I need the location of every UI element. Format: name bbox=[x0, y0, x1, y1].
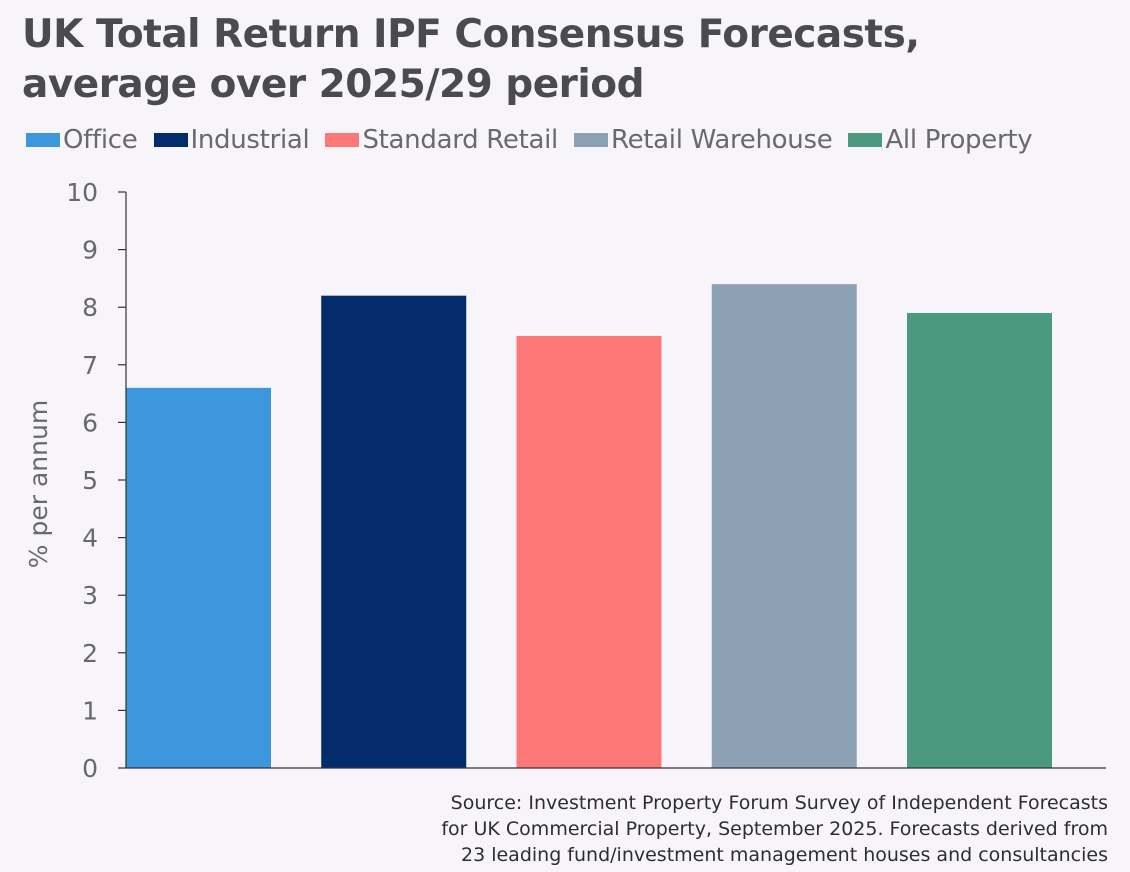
y-tick-label: 1 bbox=[82, 696, 98, 725]
legend-item-standard-retail: Standard Retail bbox=[325, 125, 558, 155]
legend-label: Retail Warehouse bbox=[610, 125, 833, 155]
y-tick-label: 6 bbox=[82, 408, 98, 437]
y-tick-label: 8 bbox=[82, 293, 98, 322]
legend-swatch bbox=[153, 133, 188, 147]
chart-legend: Office Industrial Standard Retail Retail Wa… bbox=[26, 122, 1048, 158]
chart-title: UK Total Return IPF Consensus Forecasts,… bbox=[22, 10, 1112, 110]
bar-chart: 0 1 2 3 4 5 6 7 8 9 10 % per annum bbox=[24, 178, 1106, 783]
legend-item-all-property: All Property bbox=[848, 125, 1033, 155]
y-tick-label: 2 bbox=[82, 639, 98, 668]
y-tick-label: 7 bbox=[82, 351, 98, 380]
source-note-line-3: 23 leading fund/investment management ho… bbox=[461, 844, 1108, 866]
y-tick-label: 10 bbox=[66, 178, 98, 207]
y-tick-label: 4 bbox=[82, 524, 98, 553]
legend-item-retail-warehouse: Retail Warehouse bbox=[573, 125, 833, 155]
legend-label: Industrial bbox=[190, 125, 310, 155]
y-tick-label: 9 bbox=[82, 236, 98, 265]
chart-title-line-1: UK Total Return IPF Consensus Forecasts, bbox=[22, 12, 920, 57]
legend-swatch bbox=[573, 133, 608, 147]
source-note-line-1: Source: Investment Property Forum Survey… bbox=[450, 792, 1108, 814]
legend-label: All Property bbox=[885, 125, 1033, 155]
legend-swatch bbox=[325, 133, 360, 147]
y-axis-title: % per annum bbox=[24, 400, 53, 568]
bar-retail-warehouse bbox=[711, 284, 857, 768]
bar-standard-retail bbox=[516, 336, 662, 768]
source-note: Source: Investment Property Forum Survey… bbox=[348, 790, 1108, 868]
legend-item-office: Office bbox=[26, 125, 138, 155]
legend-label: Standard Retail bbox=[362, 125, 558, 155]
bar-all-property bbox=[907, 312, 1052, 768]
source-note-line-2: for UK Commercial Property, September 20… bbox=[441, 818, 1108, 840]
legend-item-industrial: Industrial bbox=[153, 125, 310, 155]
y-tick-label: 0 bbox=[82, 754, 98, 783]
bar-industrial bbox=[321, 295, 467, 768]
legend-swatch bbox=[26, 133, 60, 147]
legend-label: Office bbox=[63, 125, 138, 155]
legend-swatch bbox=[848, 133, 883, 147]
chart-title-line-2: average over 2025/29 period bbox=[22, 62, 644, 107]
y-tick-label: 3 bbox=[82, 581, 98, 610]
y-tick-label: 5 bbox=[82, 466, 98, 495]
bar-office bbox=[126, 387, 271, 768]
